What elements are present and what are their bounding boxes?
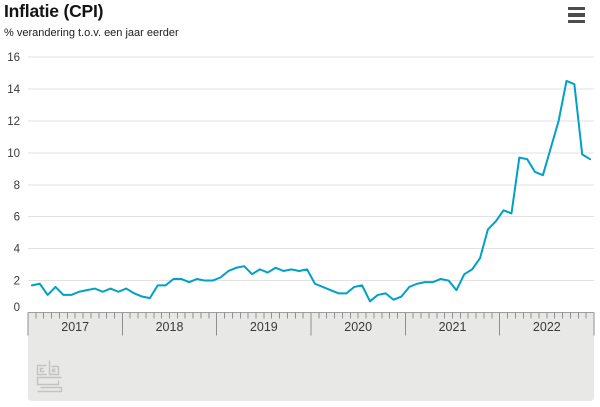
x-axis-year-label: 2021: [439, 320, 467, 334]
y-axis-label: 14: [7, 84, 20, 96]
y-axis-label: 12: [7, 116, 20, 128]
y-axis-label: 2: [14, 276, 20, 288]
y-axis-label: 8: [14, 180, 20, 192]
y-axis-label: 4: [14, 244, 21, 256]
x-axis-year-label: 2020: [344, 320, 372, 334]
y-axis-label: 6: [14, 212, 20, 224]
hamburger-menu-icon: [568, 7, 585, 11]
page-title: Inflatie (CPI): [4, 1, 104, 21]
y-axis-label: 0: [14, 302, 20, 314]
inflation-line-series: [30, 79, 592, 303]
x-axis-year-label: 2019: [250, 320, 278, 334]
cbs-logo: [36, 360, 63, 393]
x-axis-year-label: 2022: [533, 320, 561, 334]
y-axis-label: 16: [7, 52, 20, 64]
menu-button[interactable]: [568, 7, 585, 23]
y-axis-label: 10: [7, 148, 20, 160]
hamburger-menu-icon: [568, 13, 585, 17]
hamburger-menu-icon: [568, 19, 585, 23]
page-subtitle: % verandering t.o.v. een jaar eerder: [4, 27, 179, 39]
x-axis-year-label: 2017: [61, 320, 89, 334]
x-axis-panel: [28, 312, 594, 401]
x-axis-year-label: 2018: [156, 320, 184, 334]
